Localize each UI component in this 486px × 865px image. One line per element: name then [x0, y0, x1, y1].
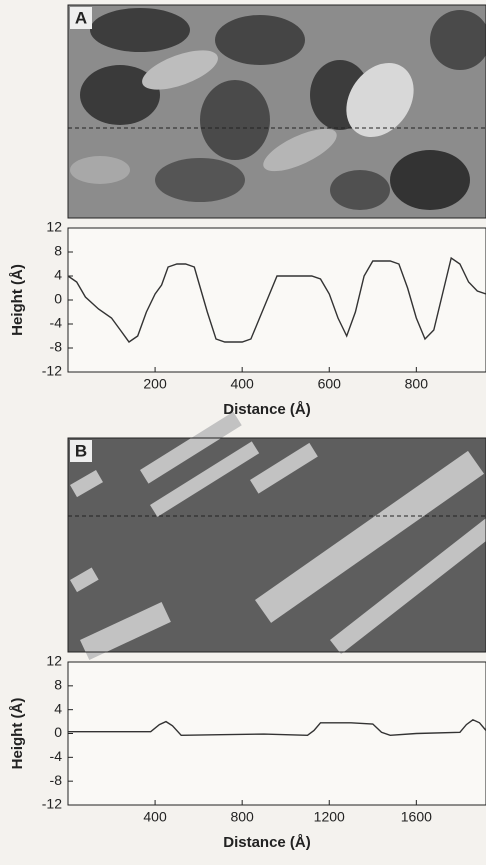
x-tick-label: 800: [405, 376, 429, 392]
y-tick-label: 4: [54, 267, 62, 283]
y-tick-label: -4: [50, 748, 63, 764]
y-tick-label: -4: [50, 315, 63, 331]
x-tick-label: 600: [318, 376, 342, 392]
y-tick-label: -12: [42, 796, 62, 812]
x-tick-label: 400: [143, 809, 167, 825]
y-tick-label: 0: [54, 724, 62, 740]
y-tick-label: 4: [54, 700, 62, 716]
y-axis-title: Height (Å): [9, 698, 26, 770]
x-axis-title: Distance (Å): [223, 834, 311, 851]
y-tick-label: -12: [42, 363, 62, 379]
stm-image-b: [67, 411, 486, 660]
x-tick-label: 200: [143, 376, 167, 392]
x-tick-label: 400: [230, 376, 254, 392]
x-tick-label: 1200: [314, 809, 345, 825]
y-tick-label: -8: [50, 339, 63, 355]
stm-image-a: [67, 4, 486, 219]
x-tick-label: 1600: [401, 809, 432, 825]
panel-label: B: [75, 441, 87, 460]
x-tick-label: 800: [230, 809, 254, 825]
profile-line: [67, 256, 486, 343]
y-tick-label: 12: [46, 219, 62, 235]
y-tick-label: 0: [54, 291, 62, 307]
y-tick-label: 12: [46, 653, 62, 669]
y-tick-label: 8: [54, 677, 62, 693]
plot-frame: [67, 227, 486, 373]
profile-line: [68, 718, 486, 737]
y-axis-title: Height (Å): [9, 264, 26, 336]
x-axis-title: Distance (Å): [223, 401, 311, 418]
y-tick-label: 8: [54, 243, 62, 259]
panel-label: A: [75, 8, 87, 27]
y-tick-label: -8: [50, 772, 63, 788]
